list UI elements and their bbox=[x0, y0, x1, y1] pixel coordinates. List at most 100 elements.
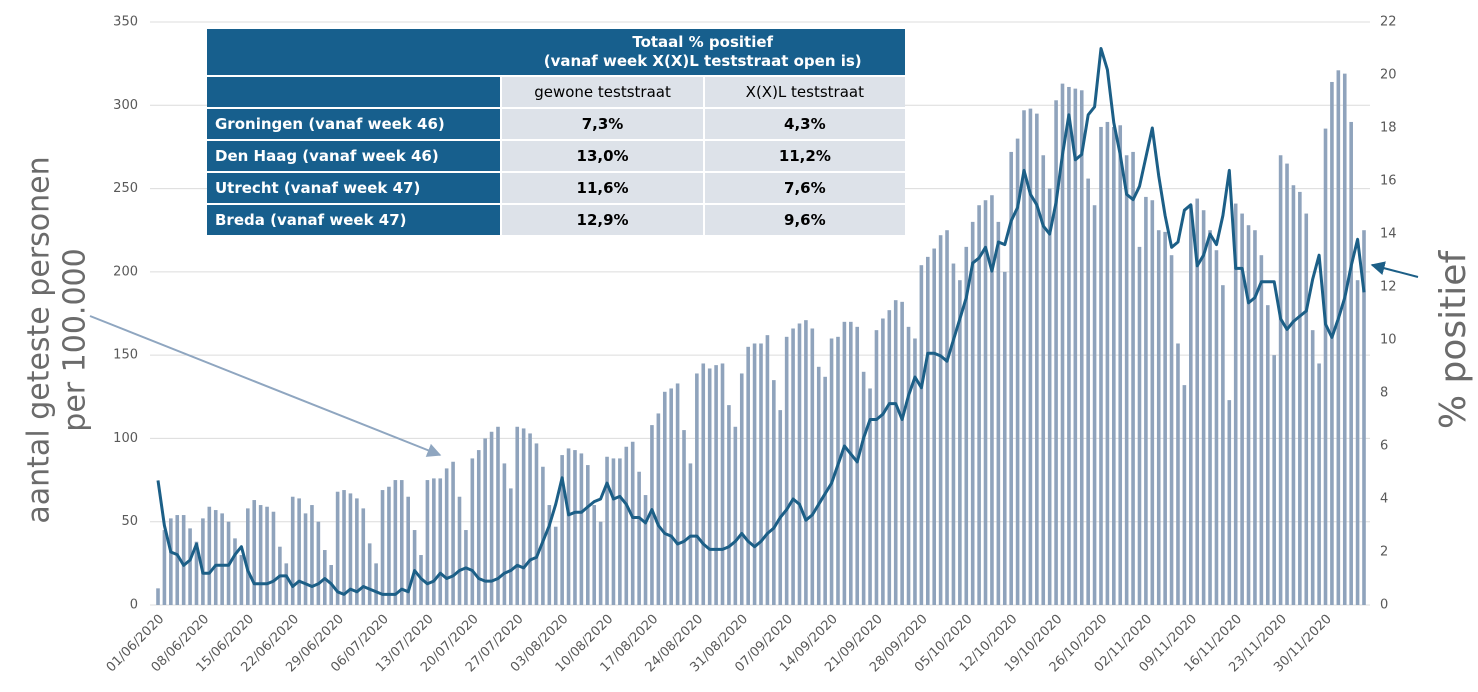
y2-tick-label: 18 bbox=[1380, 121, 1397, 136]
bar bbox=[509, 488, 513, 605]
bar bbox=[701, 363, 706, 605]
bar bbox=[521, 428, 526, 605]
y2-tick-label: 6 bbox=[1380, 439, 1388, 454]
marks bbox=[156, 47, 1366, 606]
bar bbox=[1330, 81, 1334, 606]
bar bbox=[1188, 205, 1193, 605]
y2-tick-label: 12 bbox=[1380, 280, 1397, 295]
bar bbox=[810, 328, 815, 605]
bar bbox=[425, 480, 430, 605]
bar bbox=[1304, 213, 1309, 606]
y-tick-label: 200 bbox=[113, 264, 138, 279]
bar bbox=[1272, 355, 1276, 605]
bar bbox=[553, 526, 558, 605]
bar bbox=[842, 321, 847, 605]
bar bbox=[1073, 88, 1078, 606]
bar bbox=[1349, 121, 1353, 605]
table-cell bbox=[207, 77, 501, 107]
bar bbox=[1265, 305, 1270, 605]
bar bbox=[778, 410, 783, 605]
bar bbox=[1227, 400, 1232, 605]
bar bbox=[1015, 138, 1020, 605]
bar bbox=[534, 443, 539, 605]
bar bbox=[733, 426, 738, 605]
bar bbox=[816, 366, 821, 605]
bar bbox=[547, 505, 552, 605]
bar bbox=[399, 480, 404, 605]
bar bbox=[258, 505, 263, 605]
bar bbox=[489, 431, 494, 605]
bar bbox=[1298, 191, 1302, 605]
bar bbox=[1047, 188, 1052, 606]
bar bbox=[438, 478, 443, 605]
bar bbox=[1169, 255, 1174, 605]
y2-tick-label: 4 bbox=[1380, 492, 1388, 507]
bar bbox=[406, 496, 410, 605]
bar bbox=[573, 450, 577, 605]
bar bbox=[618, 458, 622, 605]
bar bbox=[483, 438, 487, 605]
bar bbox=[156, 588, 160, 605]
bar bbox=[284, 563, 289, 605]
summary-table: Totaal % positief (vanaf week X(X)L tests… bbox=[207, 27, 905, 237]
bar bbox=[585, 465, 590, 605]
table-row: Breda (vanaf week 47) 12,9% 9,6% bbox=[207, 205, 905, 235]
bar bbox=[502, 463, 507, 605]
bar bbox=[695, 373, 699, 605]
bar bbox=[265, 506, 269, 605]
bar bbox=[252, 500, 257, 605]
table-row: Utrecht (vanaf week 47) 11,6% 7,6% bbox=[207, 173, 905, 203]
bar bbox=[1214, 250, 1219, 605]
bar bbox=[784, 336, 789, 605]
bar bbox=[541, 466, 545, 605]
bar bbox=[669, 388, 673, 605]
bar bbox=[964, 246, 969, 605]
bar bbox=[496, 426, 500, 605]
bar bbox=[650, 425, 654, 605]
bar bbox=[1291, 185, 1296, 606]
bar bbox=[233, 538, 237, 605]
bar bbox=[387, 486, 391, 605]
table-header-row: Totaal % positief (vanaf week X(X)L tests… bbox=[207, 29, 905, 75]
bar bbox=[772, 380, 776, 605]
bar bbox=[1240, 213, 1244, 606]
bar bbox=[1259, 255, 1264, 605]
y-tick-label: 50 bbox=[121, 514, 138, 529]
bar bbox=[849, 321, 853, 605]
bar bbox=[566, 448, 571, 605]
bar bbox=[361, 508, 366, 605]
bar bbox=[970, 221, 975, 605]
bar bbox=[393, 480, 398, 605]
bar bbox=[476, 450, 481, 605]
bar bbox=[714, 365, 718, 605]
table-cell: 9,6% bbox=[702, 205, 905, 235]
bar bbox=[675, 383, 680, 605]
bar bbox=[1150, 200, 1155, 605]
bar bbox=[374, 563, 378, 605]
header-line: (vanaf week X(X)L teststraat open is) bbox=[543, 52, 862, 70]
bar bbox=[765, 335, 770, 605]
bar bbox=[239, 555, 244, 605]
bar bbox=[162, 530, 167, 605]
y2-tick-label: 2 bbox=[1380, 545, 1388, 560]
y-tick-label: 300 bbox=[113, 98, 138, 113]
y-tick-label: 150 bbox=[113, 348, 138, 363]
bar bbox=[592, 505, 597, 605]
bar bbox=[1054, 100, 1058, 605]
bar bbox=[194, 541, 199, 605]
bar bbox=[829, 338, 834, 605]
bar bbox=[797, 323, 802, 605]
bar bbox=[1144, 196, 1148, 605]
bar bbox=[1201, 210, 1206, 605]
bar bbox=[707, 368, 712, 605]
table-subheader-row: gewone teststraat X(X)L teststraat bbox=[207, 77, 905, 107]
bar bbox=[945, 230, 949, 605]
y-axis-title: aantal geteste personen bbox=[22, 156, 57, 523]
table-cell: 11,2% bbox=[702, 141, 905, 171]
bar bbox=[412, 530, 417, 605]
bar bbox=[643, 495, 648, 605]
bar bbox=[996, 221, 1001, 605]
bar bbox=[1124, 155, 1129, 605]
bar bbox=[367, 543, 372, 605]
